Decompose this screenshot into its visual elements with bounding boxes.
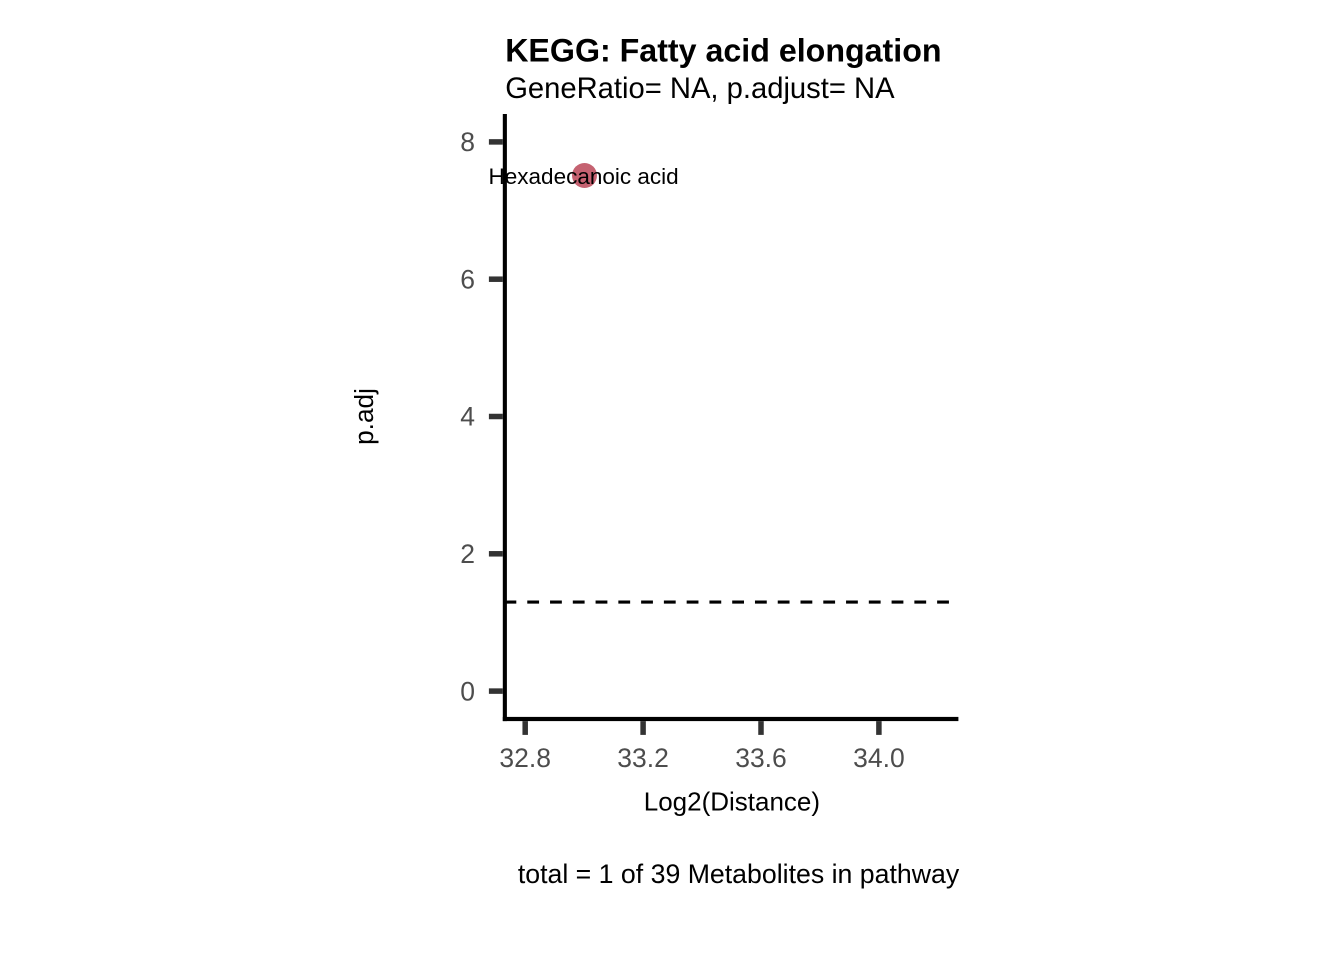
- svg-text:33.2: 33.2: [617, 743, 669, 773]
- svg-text:KEGG: Fatty acid elongation: KEGG: Fatty acid elongation: [505, 33, 941, 69]
- svg-text:Hexadecanoic acid: Hexadecanoic acid: [489, 164, 679, 189]
- svg-text:total = 1 of 39 Metabolites in: total = 1 of 39 Metabolites in pathway: [518, 859, 960, 889]
- svg-text:8: 8: [460, 127, 475, 157]
- svg-text:Log2(Distance): Log2(Distance): [644, 787, 820, 817]
- svg-text:34.0: 34.0: [853, 743, 905, 773]
- svg-text:2: 2: [460, 539, 475, 569]
- svg-text:6: 6: [460, 264, 475, 294]
- svg-text:32.8: 32.8: [499, 743, 551, 773]
- svg-text:4: 4: [460, 402, 475, 432]
- svg-text:p.adj: p.adj: [349, 388, 379, 445]
- svg-text:33.6: 33.6: [735, 743, 787, 773]
- svg-text:GeneRatio= NA, p.adjust= NA: GeneRatio= NA, p.adjust= NA: [505, 73, 895, 105]
- svg-text:0: 0: [460, 676, 475, 706]
